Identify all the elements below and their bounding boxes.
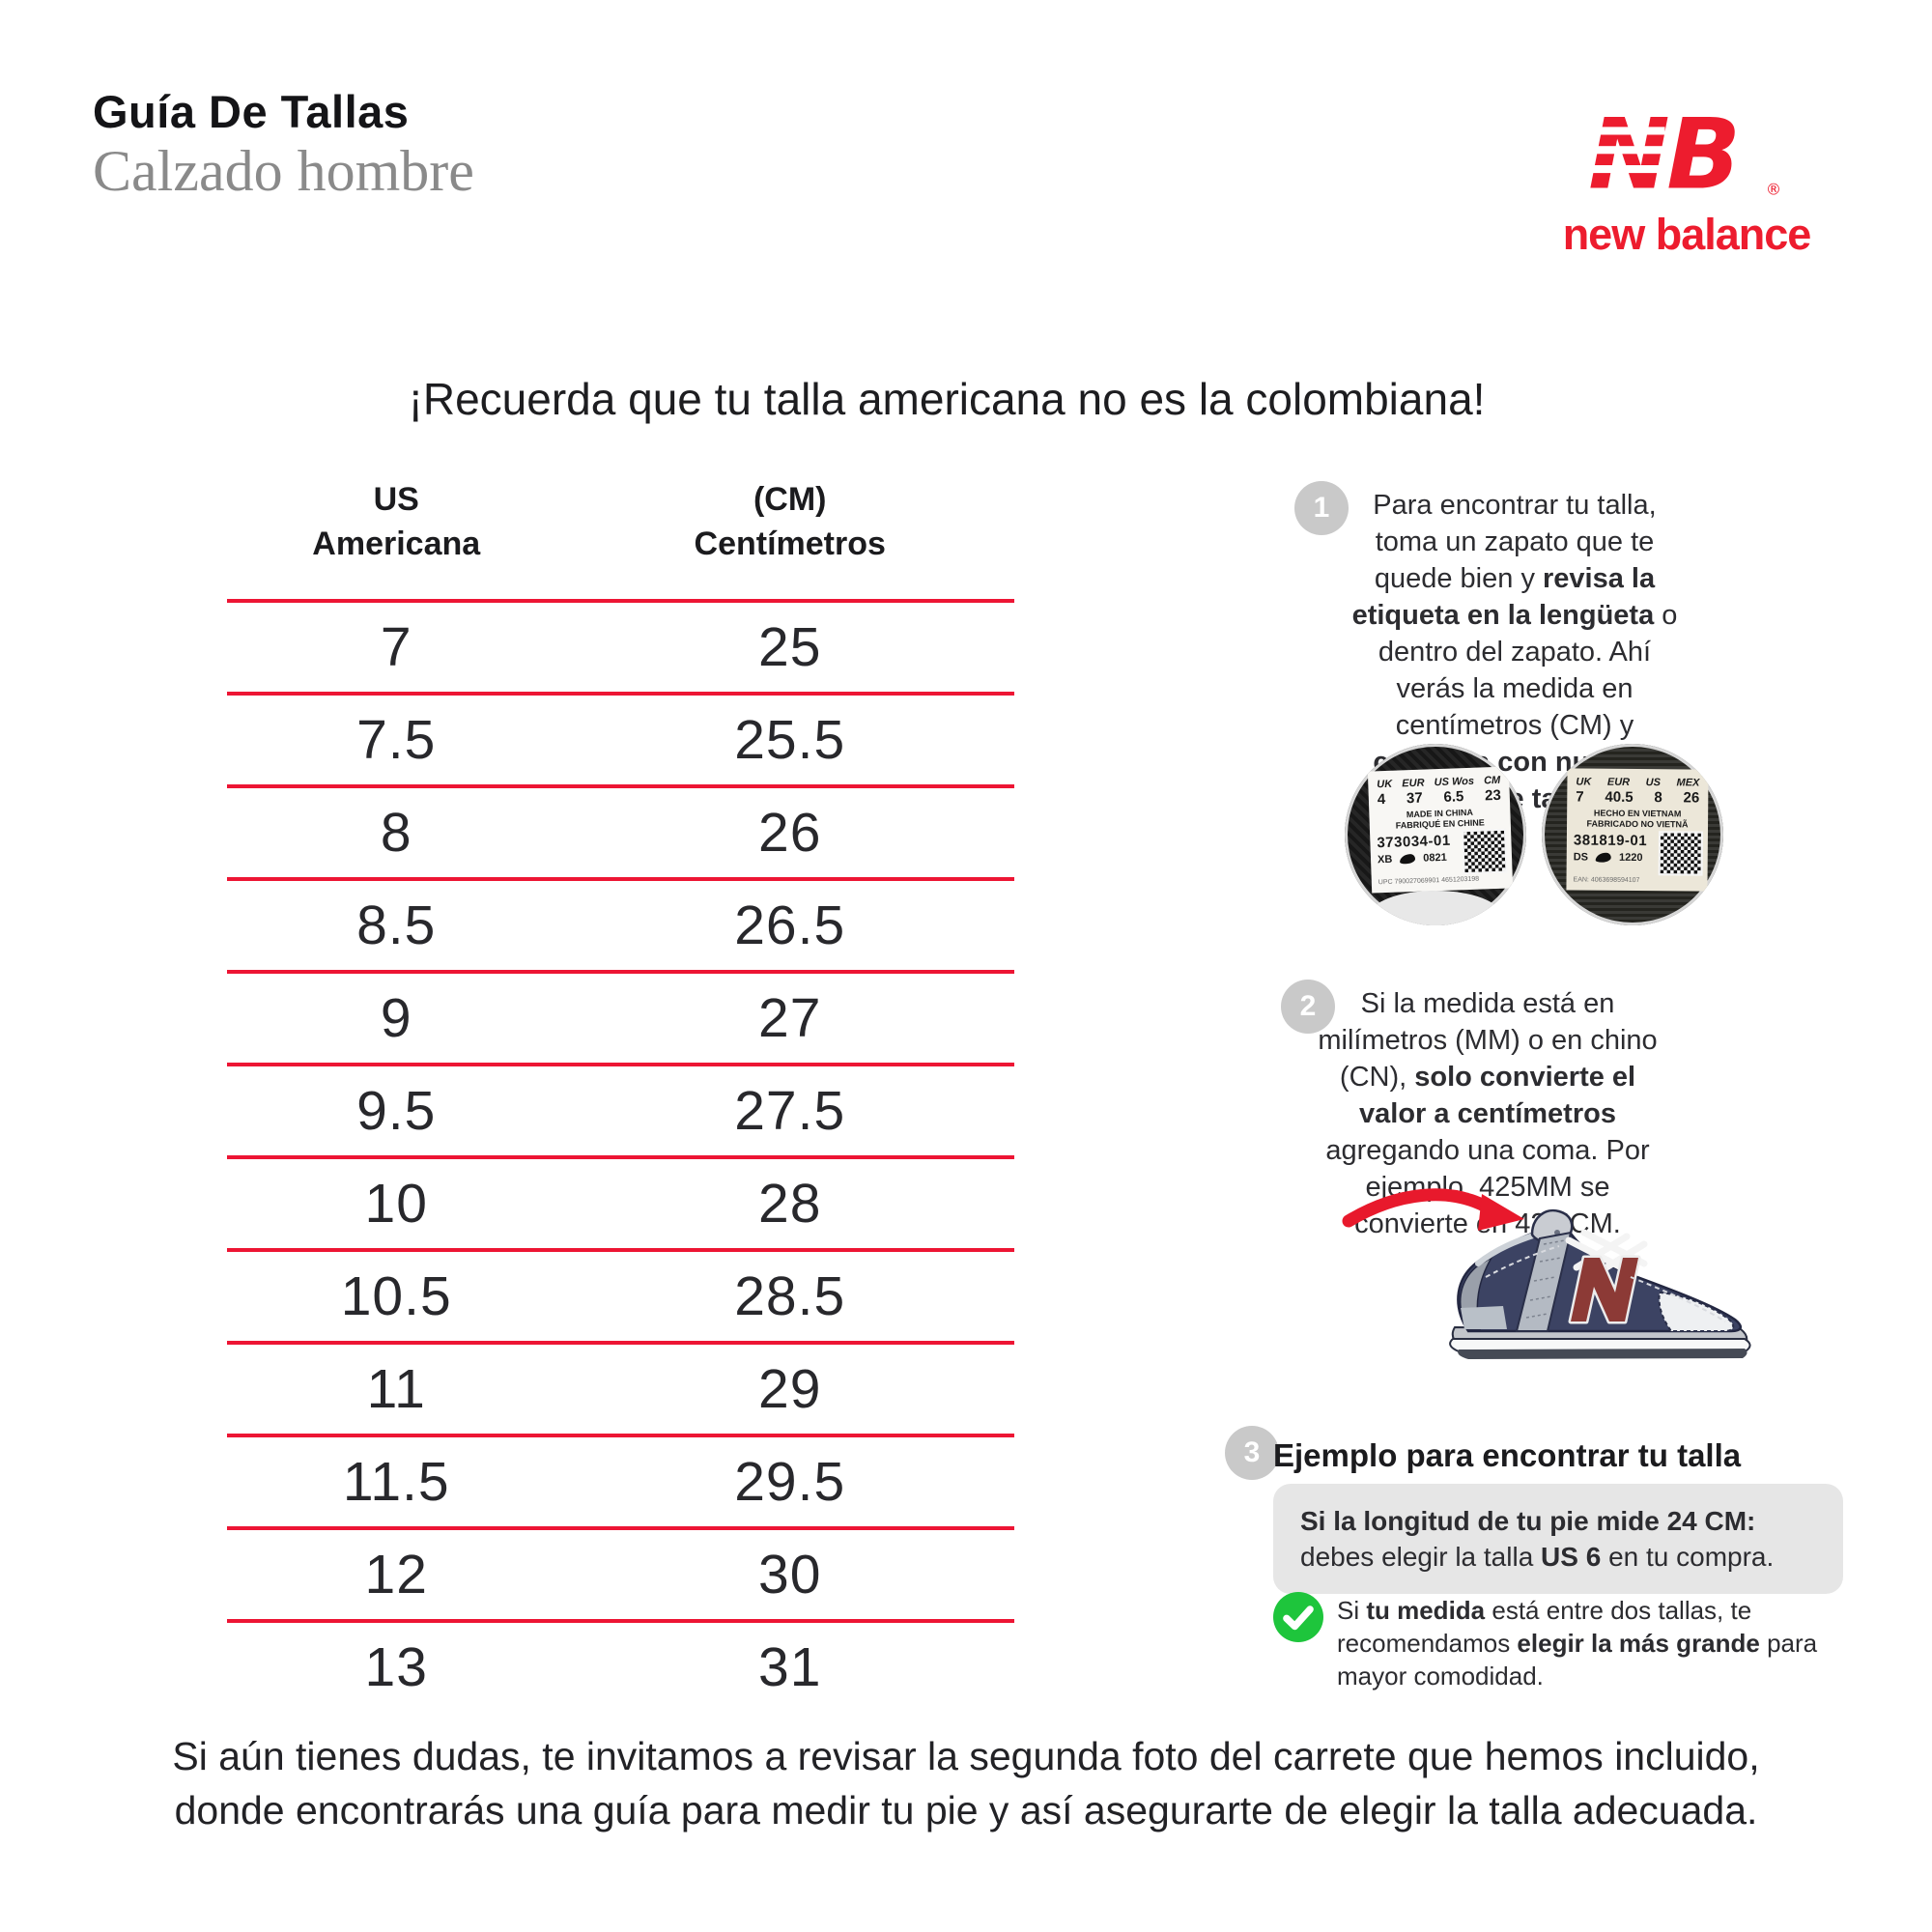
table-row: 7 25 [227,599,1014,692]
label-tiny-text: EAN: 4063698594107 [1573,876,1640,885]
table-header-row: US Americana (CM) Centímetros [227,477,1014,566]
example-box: Si la longitud de tu pie mide 24 CM: deb… [1273,1484,1843,1594]
label-size-values: 7 40.5 8 26 [1576,788,1700,807]
label-photos: UK EUR US Wos CM 4 37 6.5 23 MADE IN CHINA FABRIQ… [1345,744,1723,925]
table-row: 9.5 27.5 [227,1063,1014,1155]
step-1-badge: 1 [1294,481,1349,535]
us-value: 9.5 [356,1080,437,1142]
shoe-label-photo-0: UK EUR US Wos CM 4 37 6.5 23 MADE IN CHINA FABRIQ… [1345,744,1526,925]
label-tiny-text: UPC 790027069901 4651203198 [1378,875,1480,887]
us-value: 7.5 [356,709,437,771]
label-code-row: 381819-01 DS 1220 [1574,831,1703,876]
sneaker-illustration [1341,1184,1762,1364]
us-value: 8 [380,802,412,864]
cat-logo-icon [1595,852,1612,863]
footer-line-1: Si aún tienes dudas, te invitamos a revi… [172,1734,1760,1778]
cm-value: 27 [758,987,822,1049]
size-table-body: 7 25 7.5 25.5 8 26 8.5 26.5 9 27 9.5 27.5 10 28 10.5 28… [227,599,1014,1712]
brand-logo: N B ® new balance [1557,104,1816,256]
us-value: 12 [364,1544,428,1605]
size-conversion-table: US Americana (CM) Centímetros 7 25 7.5 25.5… [227,477,1014,1712]
cm-value: 30 [758,1544,822,1605]
label-code-col: 381819-01 DS 1220 [1574,832,1648,864]
cm-value: 25.5 [734,709,846,771]
us-value: 10 [364,1173,428,1235]
footer-line-2: donde encontrarás una guía para medir tu… [174,1788,1758,1833]
cm-value: 25 [758,616,822,678]
cm-value: 26 [758,802,822,864]
cm-value: 28.5 [734,1265,846,1327]
tip-row: Si tu medida está entre dos tallas, te r… [1273,1592,1853,1692]
label-size-values: 4 37 6.5 23 [1377,786,1502,809]
table-row: 10 28 [227,1155,1014,1248]
label-code-row: 373034-01 XB 0821 [1377,828,1508,876]
shoe-sole-highlight [1370,891,1501,925]
red-arrow-icon [1342,1188,1524,1231]
step-3-badge: 3 [1225,1426,1279,1480]
us-value: 9 [380,987,412,1049]
data-matrix-barcode [1658,831,1703,876]
page-title: Guía De Tallas [93,86,410,137]
new-balance-logo-icon: N B ® [1586,104,1781,209]
cm-value: 26.5 [734,895,846,956]
us-value: 11 [366,1358,426,1420]
us-value: 10.5 [340,1265,452,1327]
page-subtitle: Calzado hombre [93,138,474,203]
us-value: 11.5 [342,1451,450,1513]
column-header-cm: (CM) Centímetros [694,481,886,562]
cm-value: 31 [758,1636,822,1698]
shoe-label-photo-1: UK EUR US MEX 7 40.5 8 26 HECHO EN VIETNAM FABRIC… [1542,744,1723,925]
table-row: 8.5 26.5 [227,877,1014,970]
table-row: 12 30 [227,1526,1014,1619]
label-size-headers: UK EUR US MEX [1576,776,1700,789]
label-code-col: 373034-01 XB 0821 [1377,833,1451,867]
table-row: 9 27 [227,970,1014,1063]
table-row: 11 29 [227,1341,1014,1434]
table-row: 7.5 25.5 [227,692,1014,784]
table-row: 8 26 [227,784,1014,877]
footer-note: Si aún tienes dudas, te invitamos a revi… [0,1729,1932,1837]
step-2-badge: 2 [1281,980,1335,1034]
data-matrix-barcode [1462,828,1508,875]
label-factory-date: DS 1220 [1573,851,1643,865]
column-header-us: US Americana [312,481,481,562]
reminder-banner: ¡Recuerda que tu talla americana no es l… [408,374,1486,424]
label-style-code: 373034-01 [1377,832,1451,852]
cm-value: 29 [758,1358,822,1420]
us-value: 8.5 [356,895,437,956]
header-title-block: Guía De Tallas Calzado hombre [93,87,474,203]
svg-text:®: ® [1766,181,1781,199]
table-row: 13 31 [227,1619,1014,1712]
us-value: 7 [380,616,412,678]
us-value: 13 [364,1636,428,1698]
label-style-code: 381819-01 [1573,832,1648,850]
label-origin: FABRICADO NO VIETNÃ [1586,818,1689,830]
brand-wordmark: new balance [1562,210,1812,259]
cat-logo-icon [1400,853,1416,865]
tip-text: Si tu medida está entre dos tallas, te r… [1337,1596,1818,1690]
label-card: UK EUR US Wos CM 4 37 6.5 23 MADE IN CHINA FABRIQ… [1367,766,1514,894]
table-row: 11.5 29.5 [227,1434,1014,1526]
green-check-icon [1273,1592,1323,1642]
cm-value: 27.5 [734,1080,846,1142]
table-row: 10.5 28.5 [227,1248,1014,1341]
svg-text:B: B [1666,104,1741,209]
step-3-heading: Ejemplo para encontrar tu talla [1273,1437,1742,1473]
svg-text:N: N [1588,104,1669,209]
cm-value: 29.5 [734,1451,846,1513]
cm-value: 28 [758,1173,822,1235]
n-logo [1568,1255,1641,1324]
label-factory-date: XB 0821 [1377,851,1447,867]
label-card: UK EUR US MEX 7 40.5 8 26 HECHO EN VIETNAM FABRIC… [1566,768,1709,892]
